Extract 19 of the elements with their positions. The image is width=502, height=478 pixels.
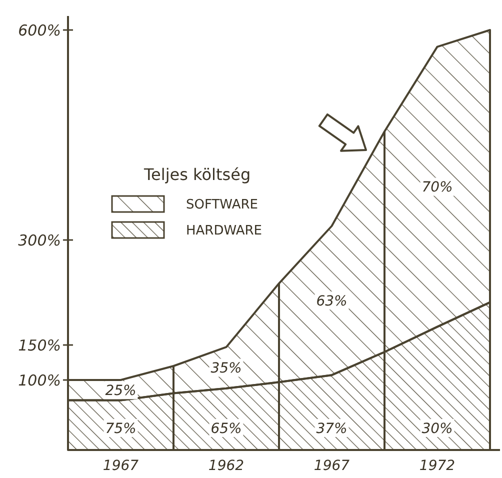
x-tick-label: 1967: [102, 458, 139, 474]
legend-label: HARDWARE: [186, 224, 262, 239]
y-tick-label: 100%: [18, 371, 61, 390]
annotation: 37%: [316, 420, 348, 437]
annotation: 70%: [422, 180, 453, 196]
y-tick-label: 150%: [18, 336, 61, 354]
annotation: 65%: [210, 420, 242, 437]
x-tick-label: 1972: [419, 458, 456, 474]
y-tick-label: 600%: [18, 21, 61, 40]
x-tick-label: 1967: [314, 458, 350, 474]
annotation: 63%: [316, 293, 348, 310]
annotation: 30%: [422, 420, 453, 437]
x-tick-label: 1962: [208, 458, 244, 474]
annotation: 25%: [105, 383, 136, 400]
y-tick-label: 300%: [18, 231, 61, 250]
annotation: 75%: [105, 420, 136, 437]
legend-title: Teljes költség: [143, 165, 251, 184]
annotation: 35%: [210, 360, 242, 377]
legend-label: SOFTWARE: [186, 198, 258, 213]
